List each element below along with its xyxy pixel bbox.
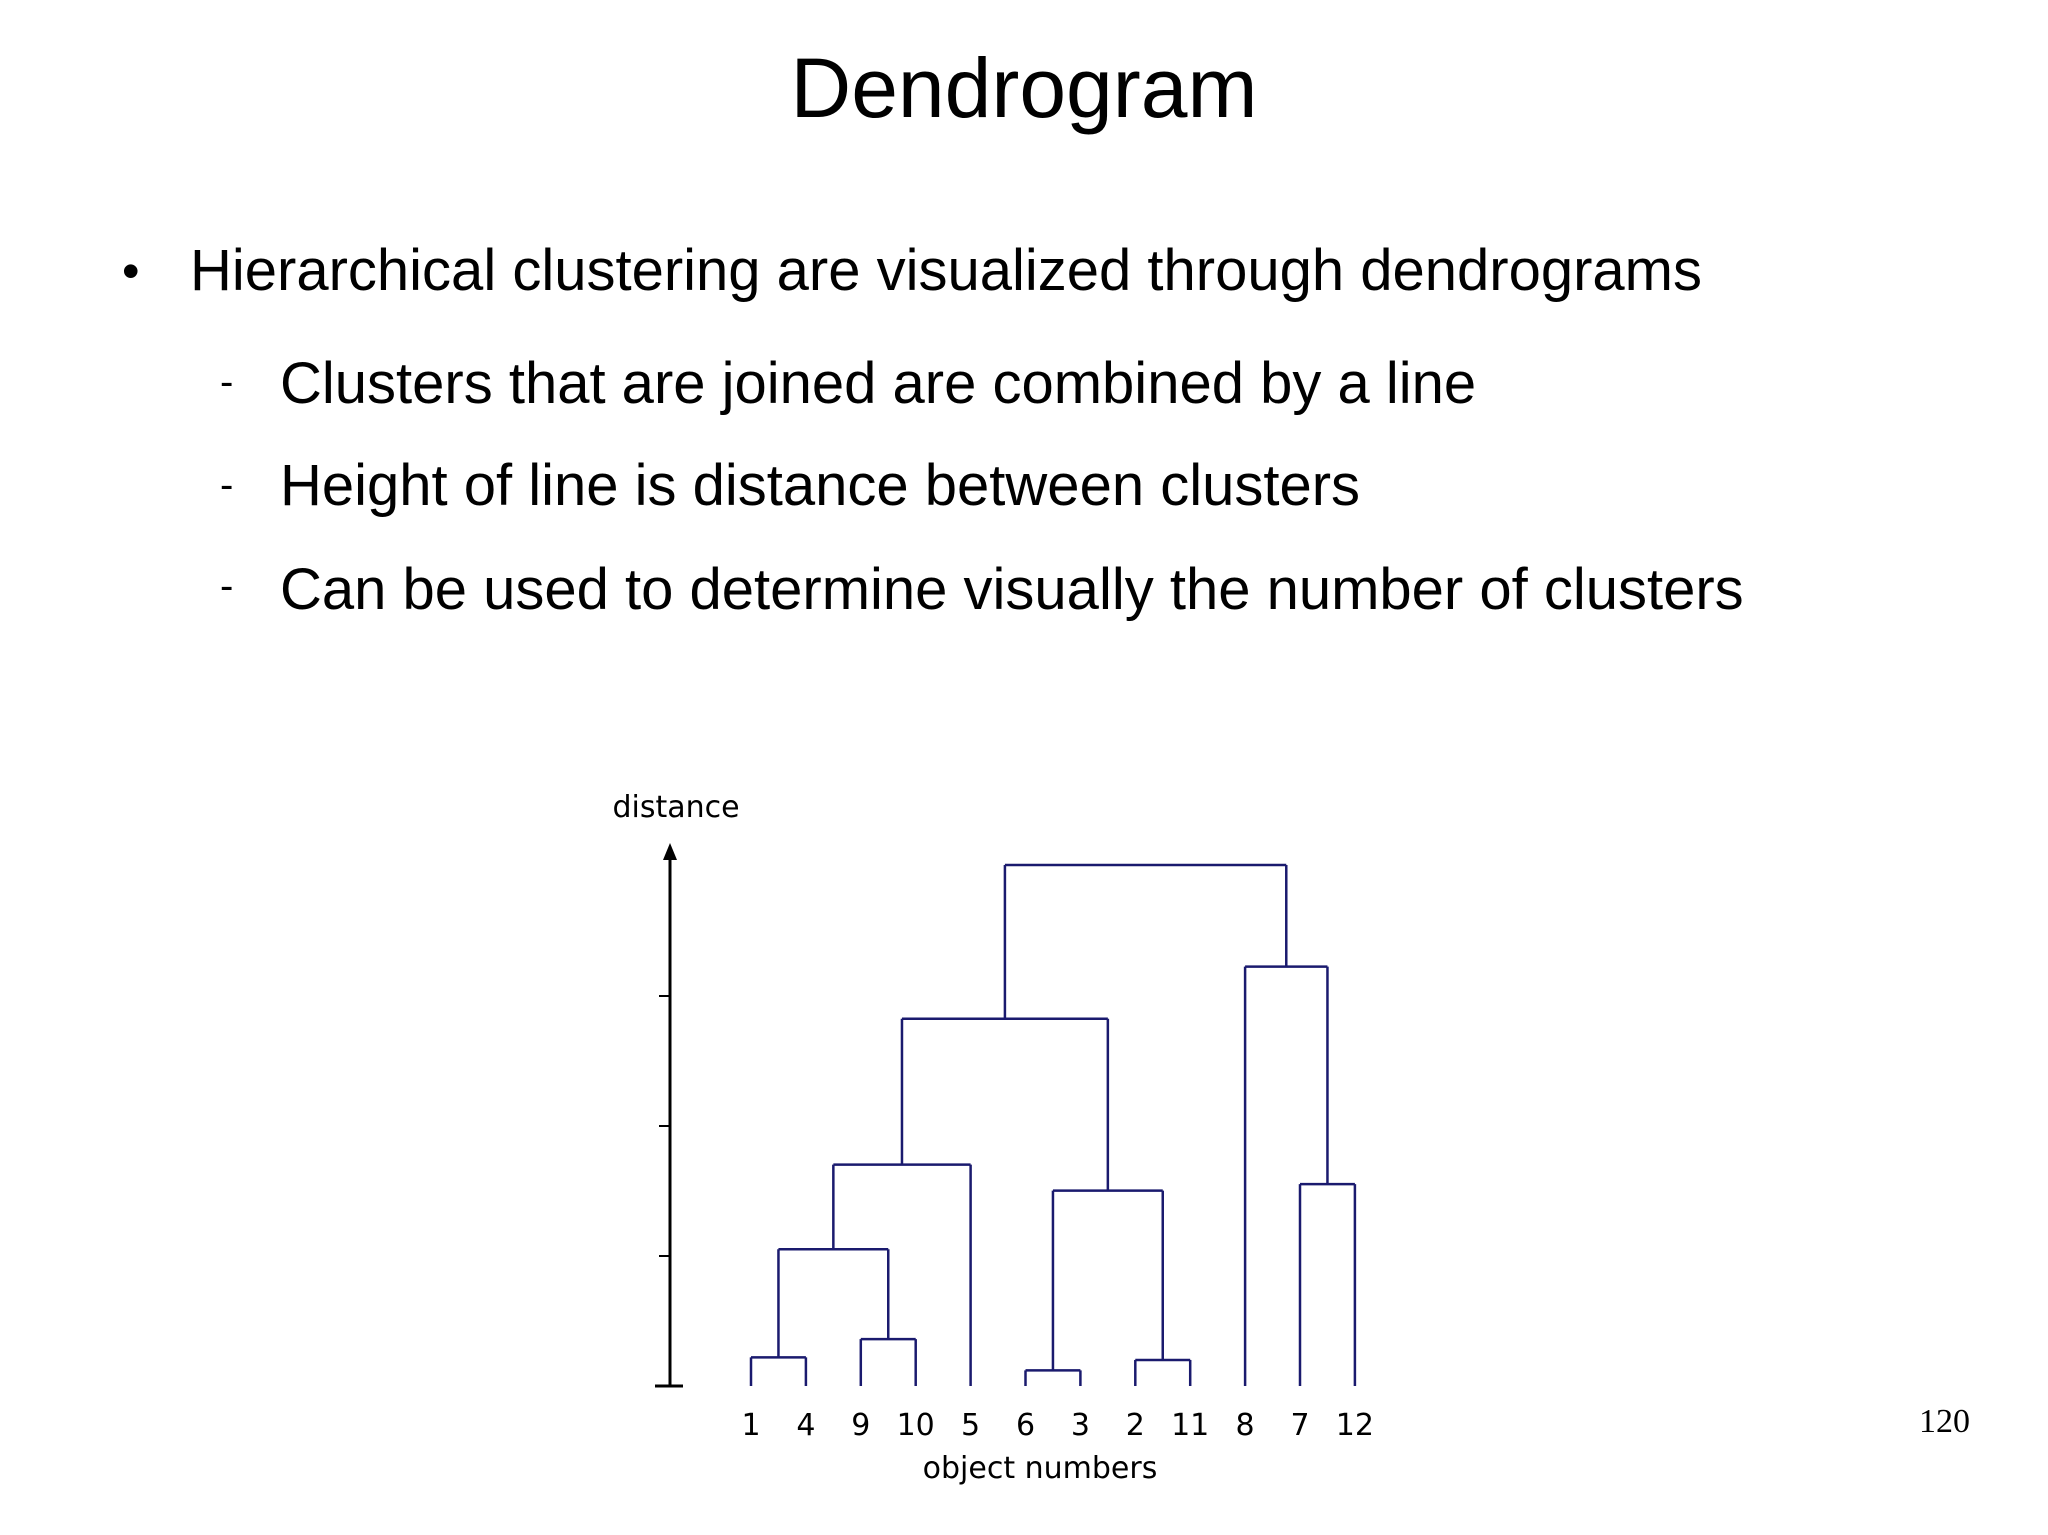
leaf-label: 9: [851, 1408, 870, 1443]
slide-title: Dendrogram: [790, 41, 1258, 135]
bullet-text: Hierarchical clustering are visualized t…: [190, 238, 1702, 303]
sub-bullet-2: Height of line is distance between clust…: [280, 453, 1361, 518]
leaf-label: 10: [897, 1408, 935, 1443]
leaf-label: 6: [1016, 1408, 1035, 1443]
y-axis-label: distance: [612, 790, 739, 825]
sub-bullet-marker: -: [220, 463, 234, 507]
leaf-label: 11: [1171, 1408, 1209, 1443]
bullet-dot: •: [122, 243, 140, 299]
sub-bullet-marker: -: [220, 564, 234, 608]
leaf-label: 2: [1126, 1408, 1145, 1443]
leaf-label: 1: [741, 1408, 760, 1443]
leaf-label: 12: [1336, 1408, 1374, 1443]
page-number: 120: [1919, 1403, 1970, 1440]
leaf-label: 4: [796, 1408, 815, 1443]
dendrogram-tree: [749, 863, 1357, 1386]
leaf-label: 5: [961, 1408, 980, 1443]
sub-bullet-1: Clusters that are joined are combined by…: [280, 351, 1477, 416]
x-axis-label: object numbers: [923, 1451, 1158, 1486]
leaf-label: 7: [1290, 1408, 1309, 1443]
leaf-label: 3: [1071, 1408, 1090, 1443]
leaf-label: 8: [1236, 1408, 1255, 1443]
sub-bullet-marker: -: [220, 360, 234, 404]
y-axis-arrow-icon: [663, 843, 677, 860]
sub-bullet-3: Can be used to determine visually the nu…: [280, 557, 1744, 622]
leaf-labels: 1 4 9 10 5 6 3 2 11 8 7 12: [741, 1408, 1374, 1443]
